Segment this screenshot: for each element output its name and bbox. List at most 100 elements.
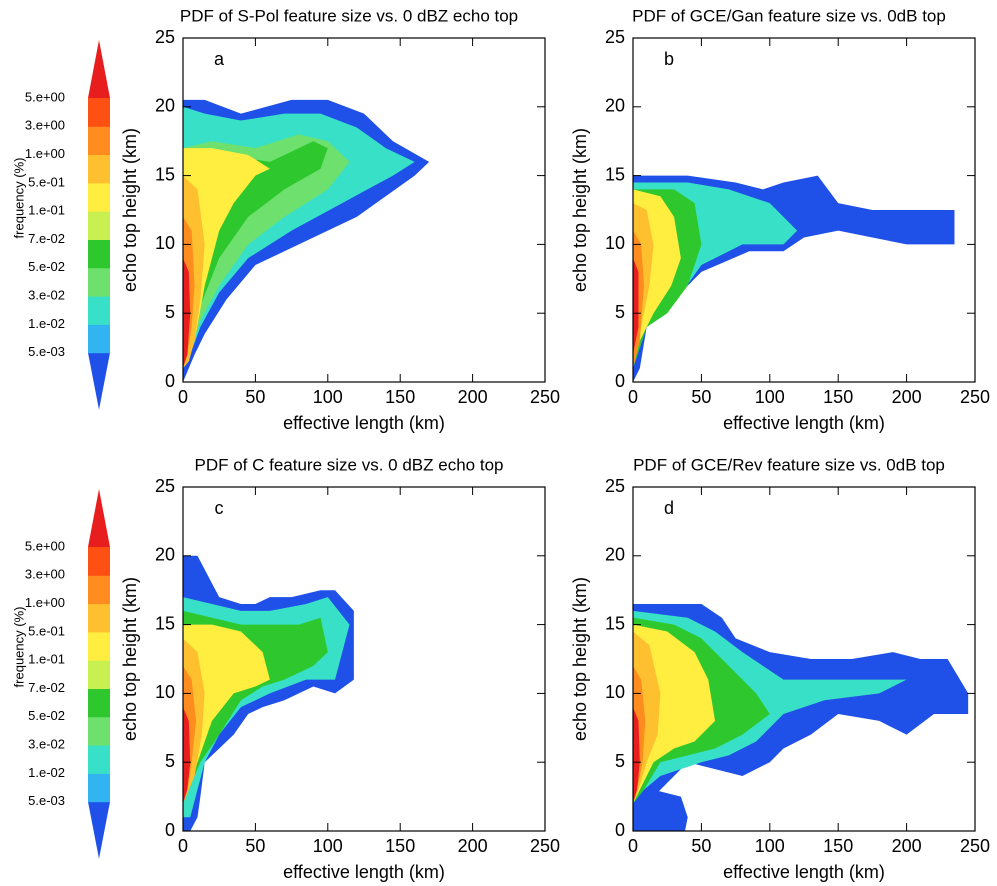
y-tick-label: 25 bbox=[155, 476, 175, 496]
colorbar-band bbox=[88, 716, 110, 746]
chart-title: PDF of GCE/Rev feature size vs. 0dB top bbox=[633, 455, 945, 474]
y-tick-label: 0 bbox=[615, 820, 625, 840]
y-tick-label: 10 bbox=[155, 682, 175, 702]
y-tick-label: 15 bbox=[155, 613, 175, 633]
colorbar-label: frequency (%) bbox=[11, 158, 26, 239]
x-tick-label: 0 bbox=[178, 387, 188, 407]
x-axis-label: effective length (km) bbox=[283, 413, 445, 433]
colorbar-tick-label: 5.e-02 bbox=[28, 708, 65, 723]
panel-label: b bbox=[664, 49, 674, 69]
y-tick-label: 5 bbox=[165, 302, 175, 322]
colorbar-tick-label: 5.e+00 bbox=[25, 89, 65, 104]
x-tick-label: 0 bbox=[178, 836, 188, 856]
chart-title: PDF of C feature size vs. 0 dBZ echo top bbox=[195, 455, 504, 474]
chart-title: PDF of S-Pol feature size vs. 0 dBZ echo… bbox=[180, 6, 518, 25]
y-tick-label: 20 bbox=[605, 545, 625, 565]
colorbar-label: frequency (%) bbox=[11, 607, 26, 688]
plot-area bbox=[183, 99, 430, 382]
x-tick-label: 250 bbox=[960, 387, 990, 407]
colorbar-band bbox=[88, 182, 110, 212]
colorbar-tick-label: 3.e+00 bbox=[25, 567, 65, 582]
x-tick-label: 200 bbox=[458, 387, 488, 407]
colorbar-tick-label: 3.e-02 bbox=[28, 288, 65, 303]
y-tick-label: 15 bbox=[605, 613, 625, 633]
colorbar-tick-label: 1.e-01 bbox=[28, 203, 65, 218]
x-tick-label: 50 bbox=[245, 387, 265, 407]
x-tick-label: 250 bbox=[530, 387, 560, 407]
y-tick-label: 0 bbox=[615, 371, 625, 391]
colorbar-tick-label: 1.e+00 bbox=[25, 146, 65, 161]
colorbar-tick-label: 5.e-03 bbox=[28, 344, 65, 359]
contour-region bbox=[633, 707, 640, 804]
y-tick-label: 20 bbox=[605, 96, 625, 116]
plot-area bbox=[633, 175, 955, 382]
y-tick-label: 15 bbox=[155, 164, 175, 184]
colorbar-band bbox=[88, 745, 110, 774]
x-tick-label: 150 bbox=[385, 387, 415, 407]
x-tick-label: 50 bbox=[691, 836, 711, 856]
colorbar-band bbox=[88, 98, 110, 127]
x-tick-label: 200 bbox=[458, 836, 488, 856]
colorbar-tick-label: 1.e-01 bbox=[28, 652, 65, 667]
y-tick-label: 20 bbox=[155, 545, 175, 565]
colorbar-band bbox=[88, 773, 110, 803]
chart-title: PDF of GCE/Gan feature size vs. 0dB top bbox=[632, 6, 946, 25]
x-tick-label: 200 bbox=[892, 836, 922, 856]
x-axis-label: effective length (km) bbox=[723, 862, 885, 882]
x-tick-label: 150 bbox=[385, 836, 415, 856]
y-tick-label: 10 bbox=[605, 233, 625, 253]
contour-region bbox=[183, 624, 270, 804]
y-tick-label: 25 bbox=[605, 476, 625, 496]
y-tick-label: 0 bbox=[165, 371, 175, 391]
x-axis-label: effective length (km) bbox=[723, 413, 885, 433]
y-axis-label: echo top height (km) bbox=[120, 577, 140, 741]
axes-frame bbox=[632, 37, 976, 383]
colorbar-extend bbox=[88, 801, 110, 859]
colorbar-band bbox=[88, 688, 110, 718]
colorbar-band bbox=[88, 547, 110, 576]
colorbar-band bbox=[88, 239, 110, 269]
y-tick-label: 5 bbox=[615, 302, 625, 322]
colorbar-band bbox=[88, 211, 110, 240]
colorbar-tick-label: 3.e+00 bbox=[25, 118, 65, 133]
colorbar-band bbox=[88, 324, 110, 354]
colorbar-extend bbox=[88, 40, 110, 98]
colorbar-band bbox=[88, 660, 110, 689]
colorbar-extend bbox=[88, 352, 110, 410]
colorbar-extend bbox=[88, 489, 110, 547]
x-tick-label: 50 bbox=[691, 387, 711, 407]
x-tick-label: 150 bbox=[823, 836, 853, 856]
colorbar-tick-label: 7.e-02 bbox=[28, 680, 65, 695]
colorbar-tick-label: 1.e+00 bbox=[25, 595, 65, 610]
y-tick-label: 15 bbox=[605, 164, 625, 184]
y-tick-label: 10 bbox=[605, 682, 625, 702]
x-tick-label: 150 bbox=[823, 387, 853, 407]
colorbar-tick-label: 5.e-02 bbox=[28, 259, 65, 274]
y-tick-label: 20 bbox=[155, 96, 175, 116]
axes-frame bbox=[182, 37, 546, 383]
colorbar-band bbox=[88, 154, 110, 184]
colorbar-tick-label: 1.e-02 bbox=[28, 765, 65, 780]
plot-area bbox=[183, 555, 354, 831]
panel-label: c bbox=[215, 498, 224, 518]
x-tick-label: 200 bbox=[892, 387, 922, 407]
colorbar-tick-label: 5.e-01 bbox=[28, 174, 65, 189]
colorbar-band bbox=[88, 603, 110, 633]
panel-label: a bbox=[214, 49, 225, 69]
y-tick-label: 5 bbox=[165, 751, 175, 771]
x-tick-label: 0 bbox=[628, 387, 638, 407]
colorbar-band bbox=[88, 631, 110, 661]
x-tick-label: 250 bbox=[530, 836, 560, 856]
contour-region bbox=[633, 789, 688, 831]
x-tick-label: 100 bbox=[313, 387, 343, 407]
plot-area bbox=[633, 603, 969, 831]
colorbar-band bbox=[88, 126, 110, 156]
x-tick-label: 0 bbox=[628, 836, 638, 856]
colorbar-tick-label: 5.e-03 bbox=[28, 793, 65, 808]
colorbar-tick-label: 5.e-01 bbox=[28, 623, 65, 638]
x-tick-label: 100 bbox=[313, 836, 343, 856]
y-axis-label: echo top height (km) bbox=[120, 128, 140, 292]
colorbar-band bbox=[88, 296, 110, 325]
contour-region bbox=[183, 707, 191, 804]
panel-label: d bbox=[664, 498, 674, 518]
